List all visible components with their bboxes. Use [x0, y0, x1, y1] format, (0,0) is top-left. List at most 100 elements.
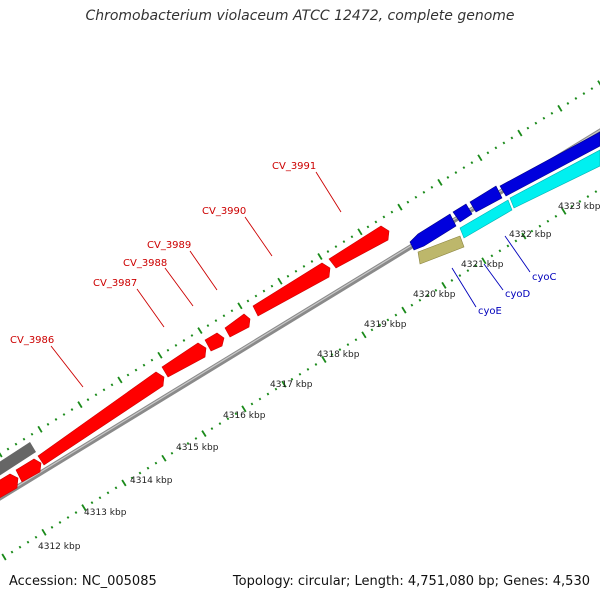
scale-label: 4319 kbp: [364, 320, 407, 330]
tick-mark: [98, 496, 102, 500]
tick-mark: [450, 279, 454, 282]
tick-mark: [526, 126, 530, 130]
tick-mark: [570, 205, 574, 208]
tick-mark: [346, 343, 350, 347]
tick-mark: [490, 254, 494, 258]
genome-summary-text: Topology: circular; Length: 4,751,080 bp…: [232, 574, 590, 589]
tick-mark: [150, 358, 154, 362]
tick-mark: [237, 302, 243, 310]
tick-mark: [58, 521, 62, 524]
tick-mark: [298, 372, 302, 376]
tick-mark: [161, 454, 167, 462]
scale-label: 4320 kbp: [413, 290, 456, 300]
cds-cv3990: [252, 262, 331, 317]
tick-mark: [226, 417, 230, 421]
tick-mark: [6, 447, 10, 451]
cds-cv3985: [15, 458, 42, 483]
tick-mark: [26, 540, 30, 544]
tick-mark: [281, 380, 287, 388]
tick-mark: [146, 466, 150, 470]
tick-mark: [37, 425, 43, 433]
cds-cv3984: [0, 473, 19, 499]
tick-mark: [110, 383, 114, 387]
gene-leader-line: [483, 263, 504, 291]
tick-mark: [466, 269, 470, 272]
tick-mark: [10, 550, 14, 554]
tick-mark: [557, 104, 563, 112]
tick-mark: [498, 249, 502, 253]
tick-mark: [306, 367, 310, 371]
tick-mark: [406, 200, 410, 204]
tick-mark: [81, 504, 87, 512]
tick-mark: [206, 324, 210, 328]
tick-mark: [506, 244, 510, 248]
tick-mark: [521, 232, 527, 240]
tick-mark: [74, 511, 78, 514]
cds-cv3987: [161, 342, 207, 378]
scale-label: 4313 kbp: [84, 508, 127, 518]
tick-mark: [14, 442, 18, 446]
scale-label: 4317 kbp: [270, 380, 313, 390]
gene-label: cyoD: [505, 289, 531, 300]
scale-label: 4321 kbp: [461, 260, 504, 270]
cds-cyoC-region: [499, 131, 600, 197]
tick-mark: [422, 190, 426, 194]
tick-mark: [66, 516, 70, 519]
tick-mark: [474, 264, 478, 268]
tick-mark: [70, 408, 74, 411]
tick-mark: [361, 331, 367, 339]
gene-leader-line: [315, 171, 342, 213]
tick-mark: [190, 334, 194, 337]
scale-labels: 4312 kbp 4313 kbp 4314 kbp 4315 kbp 4316 kbp…: [38, 202, 600, 552]
cds-cyoE-region-2: [452, 203, 473, 223]
tick-mark: [317, 253, 323, 260]
tick-mark: [250, 402, 254, 406]
tick-mark: [354, 338, 358, 342]
tick-mark: [330, 353, 334, 356]
tick-mark: [106, 491, 110, 495]
tick-mark: [246, 299, 250, 303]
cds-grey-1: [0, 442, 36, 476]
tick-mark: [194, 437, 198, 440]
tick-mark: [578, 200, 582, 203]
tick-mark: [434, 288, 438, 292]
tick-mark: [22, 437, 26, 441]
tick-mark: [170, 451, 174, 455]
tick-mark: [390, 210, 394, 214]
tick-mark: [454, 171, 458, 174]
gene-label: CV_3987: [93, 278, 137, 289]
reverse-cds-track: [409, 131, 600, 251]
tick-mark: [458, 274, 462, 277]
tick-mark: [197, 327, 203, 334]
tick-mark: [494, 146, 498, 150]
genome-backbone-highlight: [0, 129, 600, 498]
tick-mark: [46, 422, 50, 426]
forward-cds-track: [0, 225, 390, 499]
tick-mark: [234, 412, 238, 416]
tick-mark: [258, 397, 262, 401]
gene-leader-line: [451, 267, 477, 308]
tick-mark: [357, 228, 363, 236]
tick-mark: [554, 214, 558, 218]
tick-mark: [517, 129, 523, 137]
tick-mark: [41, 528, 47, 536]
tick-mark: [542, 116, 546, 120]
gene-label: CV_3986: [10, 335, 54, 346]
tick-mark: [142, 363, 146, 367]
cds-cv3991: [328, 225, 390, 269]
tick-mark: [138, 471, 142, 475]
tick-mark: [414, 195, 418, 199]
tick-mark: [54, 418, 58, 421]
tick-mark: [1, 553, 7, 561]
tick-mark: [218, 422, 222, 426]
tick-mark: [590, 87, 594, 90]
tick-mark: [401, 306, 407, 314]
tick-mark: [481, 257, 487, 265]
scale-label: 4318 kbp: [317, 350, 360, 360]
tick-mark: [446, 176, 450, 179]
scale-label: 4315 kbp: [176, 443, 219, 453]
tick-mark: [77, 401, 83, 409]
tick-mark: [241, 405, 247, 413]
gene-labels: CV_3986 CV_3987 CV_3988 CV_3989 CV_3990 CV_39…: [10, 161, 557, 388]
